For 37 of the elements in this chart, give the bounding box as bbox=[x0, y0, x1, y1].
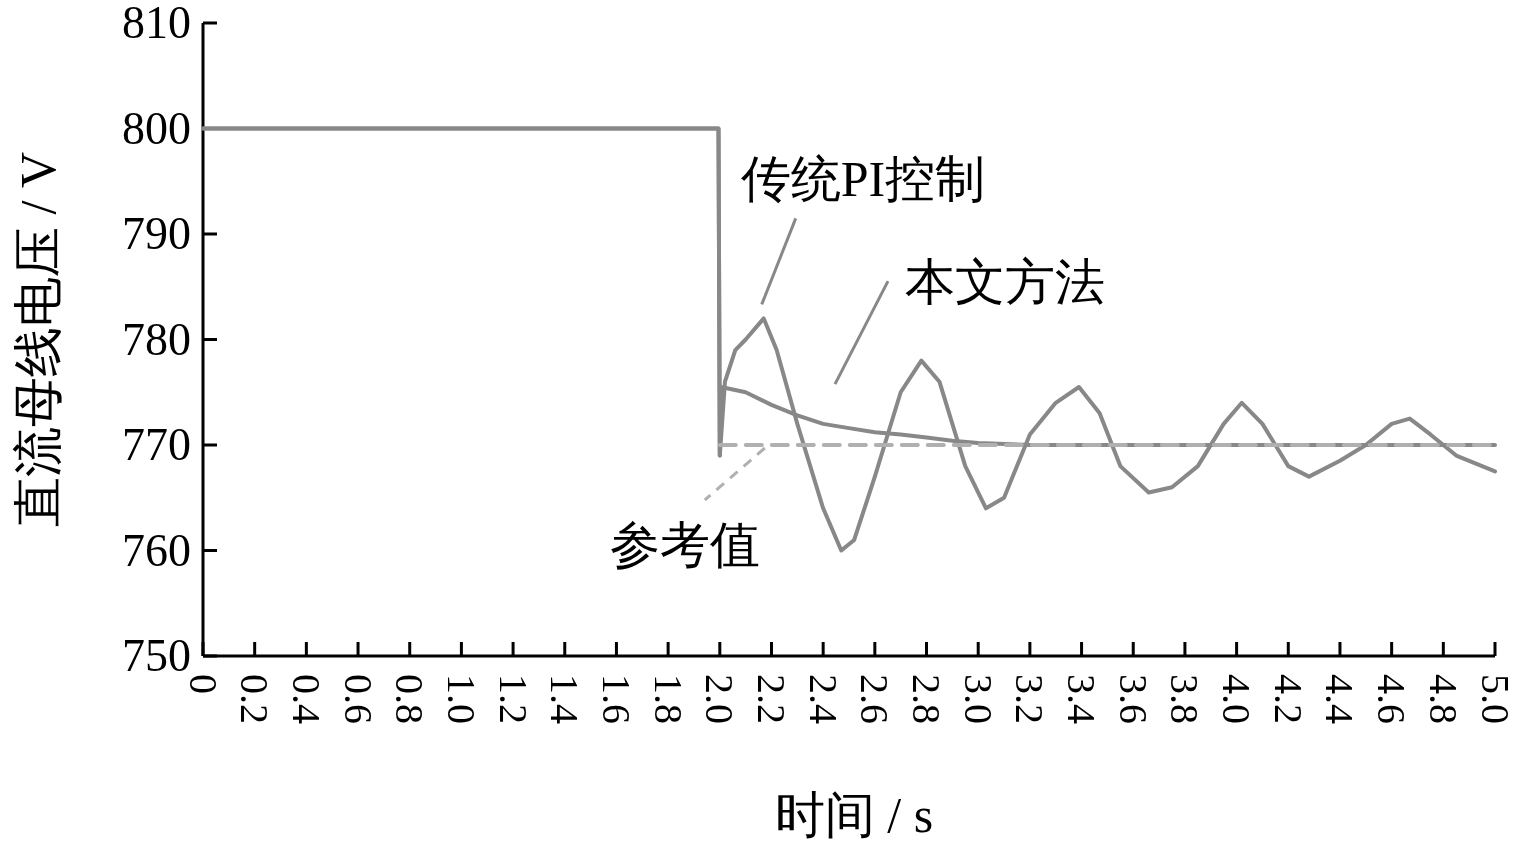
x-tick-label: 1.2 bbox=[490, 674, 536, 724]
x-tick-label: 1.8 bbox=[645, 674, 691, 724]
x-tick-label: 3.8 bbox=[1162, 674, 1208, 724]
x-axis-title: 时间 / s bbox=[774, 787, 934, 843]
x-tick-label: 5.0 bbox=[1472, 674, 1518, 724]
x-tick-label: 1.6 bbox=[593, 674, 639, 724]
x-tick-label: 4.4 bbox=[1317, 674, 1363, 724]
y-tick-label: 790 bbox=[122, 208, 191, 259]
series-label: 参考值 bbox=[609, 446, 766, 573]
x-tick-label: 1.0 bbox=[438, 674, 484, 724]
x-tick-label: 4.2 bbox=[1265, 674, 1311, 724]
series-label: 参考值 bbox=[609, 517, 760, 573]
y-tick-label: 810 bbox=[122, 0, 191, 48]
legend-label: 本文方法 bbox=[905, 254, 1105, 311]
y-tick-label: 800 bbox=[122, 102, 191, 154]
x-tick-label: 2.6 bbox=[852, 674, 898, 724]
y-tick-label: 770 bbox=[122, 419, 191, 470]
x-tick-label: 2.2 bbox=[748, 674, 794, 724]
y-axis-title: 直流母线电压 / V bbox=[10, 152, 66, 527]
x-tick-label: 4.0 bbox=[1214, 674, 1260, 724]
x-tick-label: 3.4 bbox=[1059, 674, 1105, 724]
x-tick-label: 0.2 bbox=[232, 674, 278, 724]
x-tick-label: 4.6 bbox=[1369, 674, 1415, 724]
x-tick-label: 0.4 bbox=[283, 674, 329, 724]
series-label: 传统PI控制 bbox=[740, 151, 986, 208]
x-tick-label: 2.4 bbox=[800, 674, 846, 724]
x-tick-label: 3.0 bbox=[955, 674, 1001, 724]
x-tick-label: 2.0 bbox=[697, 674, 743, 724]
x-tick-label: 0.6 bbox=[335, 674, 381, 724]
x-tick-label: 3.2 bbox=[1007, 674, 1053, 724]
y-tick-label: 780 bbox=[122, 313, 191, 365]
x-tick-label: 3.6 bbox=[1110, 674, 1156, 724]
x-tick-label: 4.8 bbox=[1420, 674, 1466, 724]
x-tick-label: 1.4 bbox=[542, 674, 588, 724]
x-tick-label: 2.8 bbox=[904, 674, 950, 724]
y-tick-label: 760 bbox=[122, 524, 191, 576]
x-tick-label: 0.8 bbox=[387, 674, 433, 724]
